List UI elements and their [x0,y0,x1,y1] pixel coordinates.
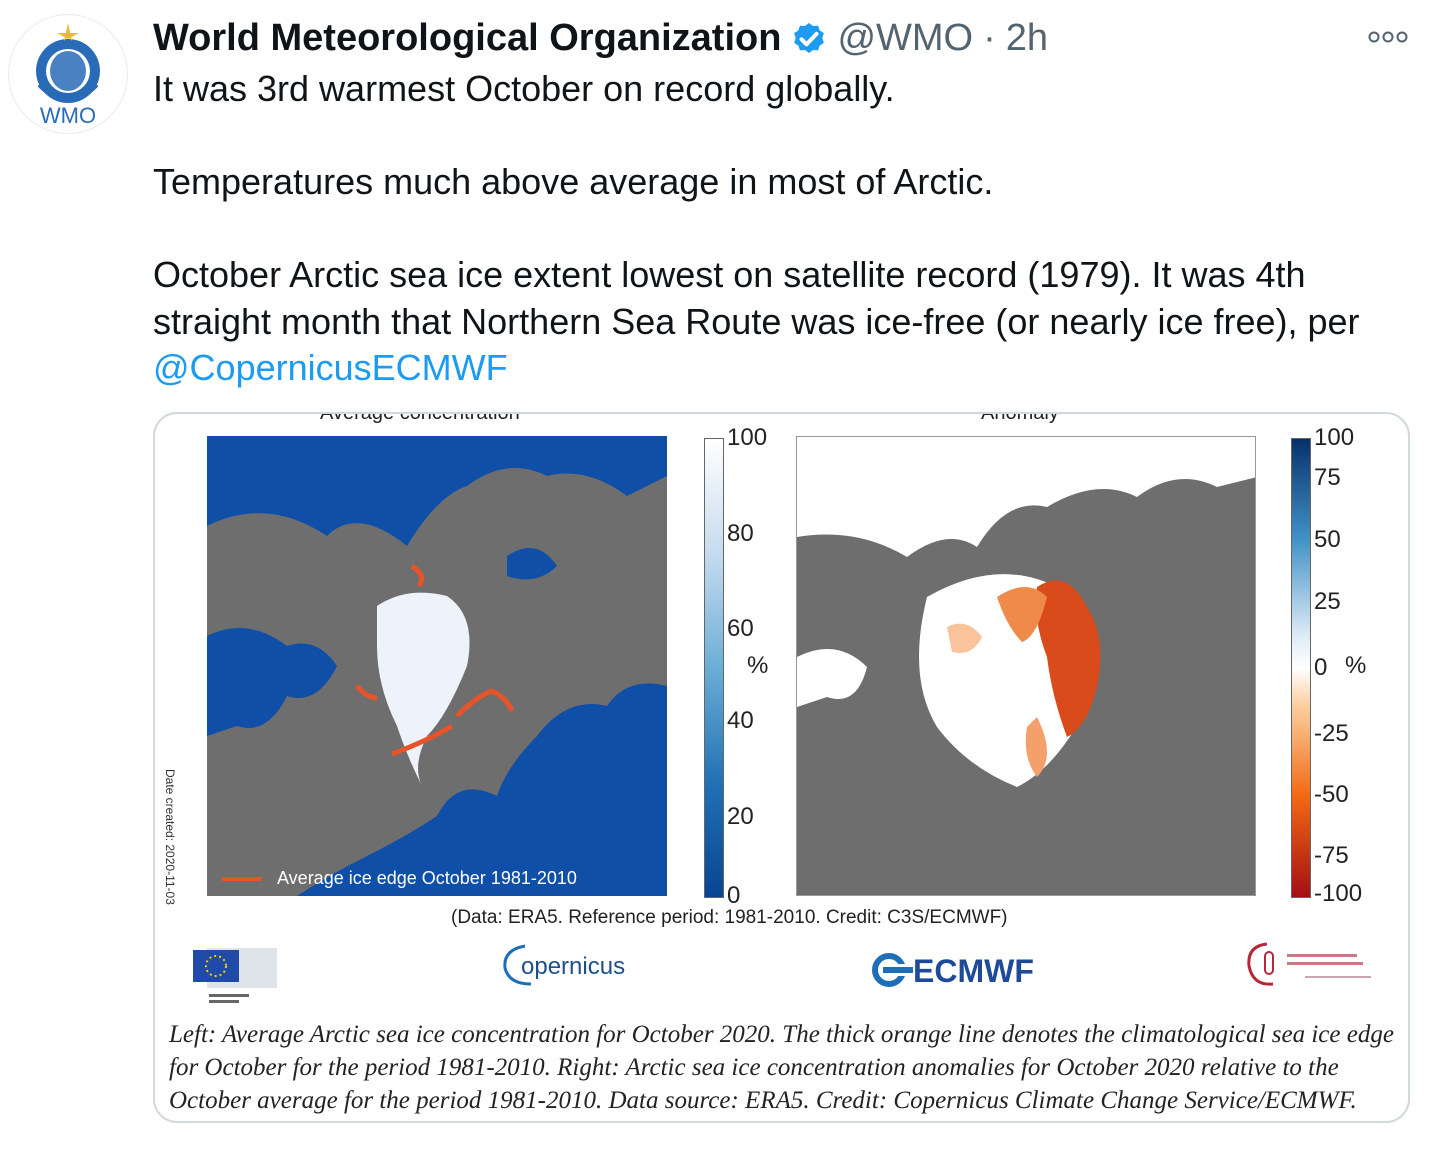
concentration-colorbar [704,438,724,898]
right-tick-0: 0 [1314,654,1328,681]
sea-ice-anomaly-map [796,436,1256,896]
concentration-map-graphic [207,468,667,896]
right-tick-50: 50 [1314,526,1341,553]
tweet-line-3-text: October Arctic sea ice extent lowest on … [153,254,1360,342]
mention-link[interactable]: @CopernicusECMWF [153,347,508,388]
tweet-timestamp[interactable]: 2h [1005,16,1049,59]
right-tick-minus-100: -100 [1314,880,1363,907]
figure-caption: Left: Average Arctic sea ice concentrati… [169,1021,1394,1114]
tweet-line-1: It was 3rd warmest October on record glo… [153,68,895,109]
left-unit: % [747,652,769,679]
right-tick-minus-25: -25 [1314,720,1349,747]
right-tick-100: 100 [1314,424,1355,451]
ice-edge-legend-line [222,877,262,881]
left-tick-60: 60 [727,615,754,642]
data-credit: (Data: ERA5. Reference period: 1981-2010… [451,907,1008,928]
ecmwf-wordmark: ECMWF [913,953,1034,989]
right-tick-25: 25 [1314,588,1341,615]
ice-edge-legend-label: Average ice edge October 1981-2010 [277,868,577,888]
tweet-header: World Meteorological Organization @WMO ·… [153,14,1048,62]
ecmwf-logo: ECMWF [867,944,1051,992]
left-tick-0: 0 [727,882,741,909]
right-tick-75: 75 [1314,464,1341,491]
left-tick-100: 100 [727,424,768,451]
left-tick-20: 20 [727,803,754,830]
date-created-label: Date created: 2020-11-03 [163,769,177,905]
author-handle[interactable]: @WMO [837,16,974,59]
verified-badge-icon [794,23,825,53]
left-tick-40: 40 [727,707,754,734]
anomaly-colorbar [1291,438,1311,898]
copernicus-logo: opernicus [501,940,641,990]
tweet-text: It was 3rd warmest October on record glo… [153,66,1403,392]
tweet-line-3: October Arctic sea ice extent lowest on … [153,252,1403,392]
left-tick-80: 80 [727,520,754,547]
right-tick-minus-75: -75 [1314,842,1349,869]
wmo-logo-icon: WMO [36,23,100,128]
european-commission-logo-icon [193,948,277,1003]
right-unit: % [1345,652,1367,679]
avatar-label: WMO [40,103,96,128]
left-panel-title: Average concentration [320,412,520,424]
avatar[interactable]: WMO [8,14,128,134]
sea-ice-concentration-map: Average ice edge October 1981-2010 [207,436,667,896]
tweet-line-2: Temperatures much above average in most … [153,161,994,202]
ecmwf-emblem-icon: ECMWF [872,953,1034,989]
media-card[interactable]: Average concentration Anomaly Average ic… [153,412,1410,1123]
separator-dot: · [983,16,996,59]
more-options-icon[interactable] [1366,22,1410,52]
copernicus-swirl-icon: opernicus [503,944,625,986]
right-panel-title: Anomaly [981,412,1059,424]
climate-change-service-logo-icon [1247,942,1371,986]
copernicus-wordmark: opernicus [521,953,625,980]
anomaly-map-graphic [797,477,1255,895]
right-tick-minus-50: -50 [1314,781,1349,808]
author-name[interactable]: World Meteorological Organization [153,16,782,59]
